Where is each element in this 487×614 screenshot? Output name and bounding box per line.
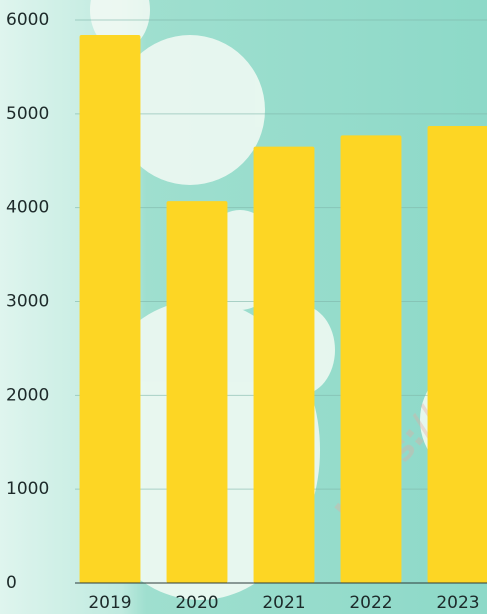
x-tick-label: 2019 [88, 593, 131, 613]
y-tick-label: 0 [6, 573, 17, 593]
bar [427, 126, 487, 583]
y-tick-label: 5000 [6, 104, 49, 124]
x-tick-label: 2023 [436, 593, 479, 613]
bar [79, 35, 141, 584]
bar [166, 201, 228, 583]
y-tick-label: 4000 [6, 198, 49, 218]
x-tick-label: 2020 [175, 593, 218, 613]
bar [253, 146, 315, 584]
bar [340, 135, 402, 584]
x-tick-label: 2021 [262, 593, 305, 613]
y-tick-label: 1000 [6, 479, 49, 499]
y-tick-label: 2000 [6, 385, 49, 405]
y-tick-label: 3000 [6, 292, 49, 312]
x-tick-label: 2022 [349, 593, 392, 613]
y-tick-label: 6000 [6, 10, 49, 30]
